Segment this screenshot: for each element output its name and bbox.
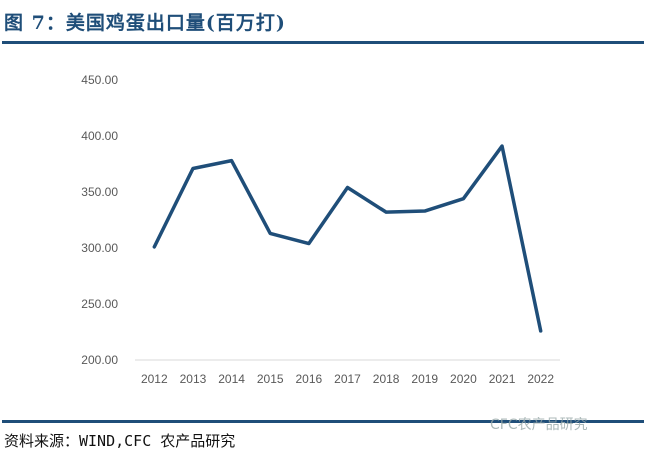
source-note: 资料来源：WIND,CFC 农产品研究 <box>4 432 236 450</box>
y-tick-label: 450.00 <box>81 73 118 87</box>
x-tick-label: 2020 <box>450 372 477 386</box>
data-series-line <box>152 144 543 333</box>
chart-title: 图 7：美国鸡蛋出口量(百万打) <box>4 12 286 34</box>
x-tick-label: 2017 <box>334 372 361 386</box>
x-tick-label: 2021 <box>489 372 516 386</box>
x-tick-label: 2019 <box>411 372 438 386</box>
x-tick-label: 2015 <box>257 372 284 386</box>
x-tick-label: 2014 <box>218 372 245 386</box>
title-divider <box>2 41 644 44</box>
x-tick-label: 2012 <box>141 372 168 386</box>
y-tick-label: 200.00 <box>81 353 118 367</box>
y-tick-label: 300.00 <box>81 241 118 255</box>
y-tick-label: 250.00 <box>81 297 118 311</box>
y-tick-label: 400.00 <box>81 129 118 143</box>
footer-divider <box>2 420 644 423</box>
watermark: CFC农产品研究 <box>490 417 588 433</box>
x-tick-label: 2013 <box>180 372 207 386</box>
y-tick-label: 350.00 <box>81 185 118 199</box>
x-tick-label: 2016 <box>296 372 323 386</box>
x-tick-label: 2018 <box>373 372 400 386</box>
x-tick-label: 2022 <box>527 372 554 386</box>
